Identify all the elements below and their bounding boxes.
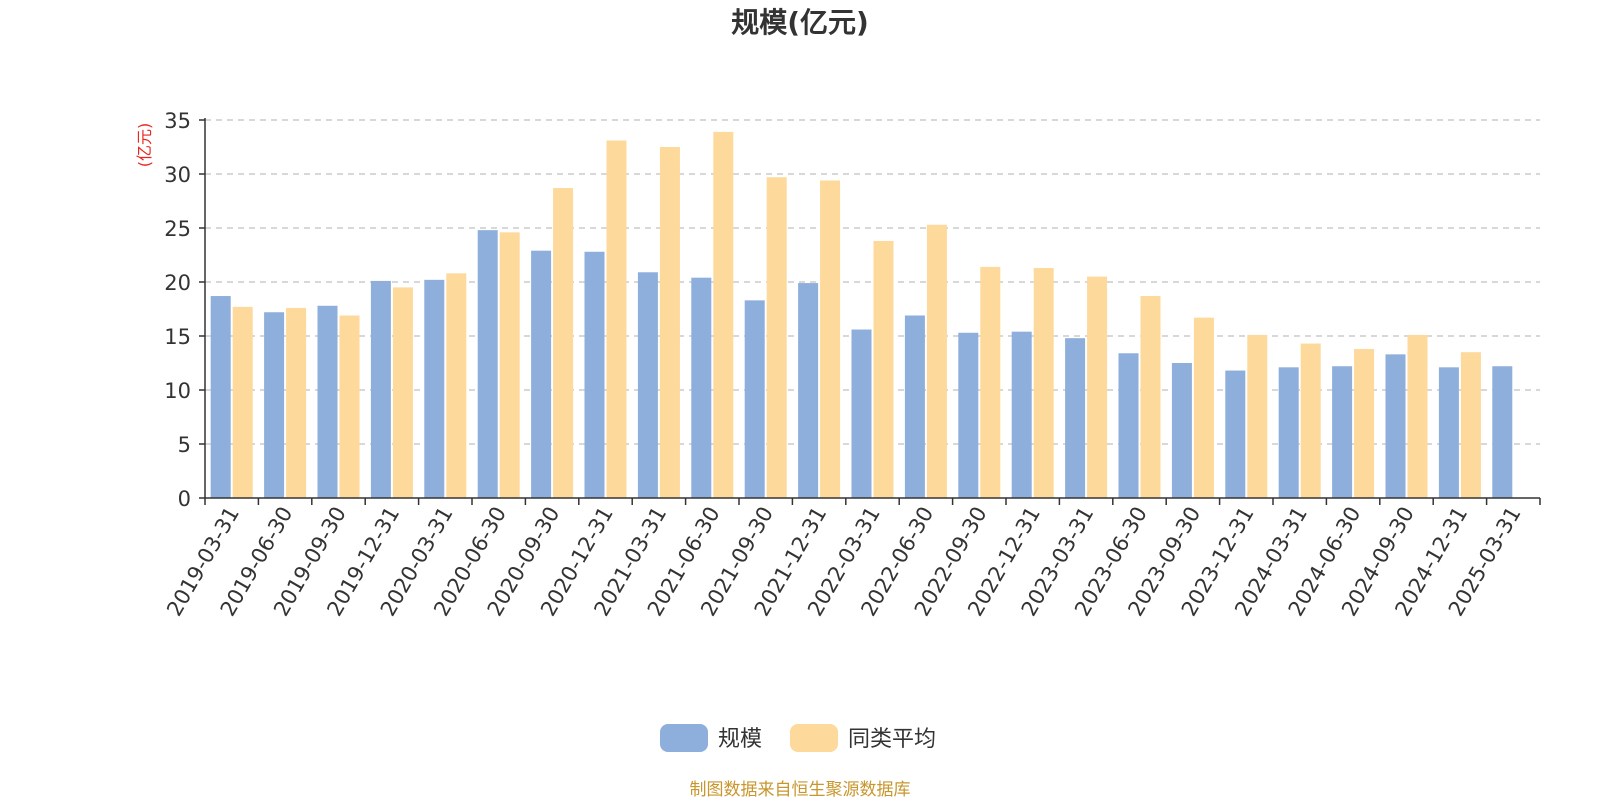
bar-peer-average	[926, 224, 947, 498]
bar-scale	[1385, 354, 1406, 498]
bar-peer-average	[553, 188, 574, 499]
bar-peer-average	[606, 140, 627, 498]
legend-swatch-peer-average[interactable]	[790, 724, 838, 752]
legend-label-scale[interactable]: 规模	[718, 727, 762, 752]
y-tick-label: 10	[164, 379, 191, 403]
bar-peer-average	[1354, 348, 1375, 498]
bar-peer-average	[499, 232, 520, 498]
bar-scale	[904, 315, 925, 498]
bar-scale	[584, 251, 605, 498]
bar-peer-average	[1033, 267, 1054, 498]
y-tick-label: 20	[164, 271, 191, 295]
bar-peer-average	[1247, 334, 1268, 498]
bar-scale	[1278, 367, 1299, 498]
legend[interactable]: 规模 同类平均	[660, 724, 936, 752]
bar-scale	[317, 305, 338, 498]
bar-scale	[1492, 366, 1513, 498]
bar-scale	[1065, 338, 1086, 498]
bar-scale	[1225, 370, 1246, 498]
bar-scale	[637, 272, 658, 498]
chart-title: 规模(亿元)	[731, 6, 869, 39]
legend-label-peer-average[interactable]: 同类平均	[848, 727, 936, 752]
bar-peer-average	[980, 266, 1001, 498]
bar-peer-average	[1193, 317, 1214, 498]
bar-scale	[210, 296, 231, 498]
bar-scale	[1332, 366, 1353, 498]
y-tick-label: 5	[178, 433, 191, 457]
bar-peer-average	[1407, 334, 1428, 498]
bar-scale	[744, 300, 765, 498]
bar-scale	[1011, 331, 1032, 498]
bar-peer-average	[1300, 343, 1321, 498]
bar-scale	[424, 279, 445, 498]
bar-scale	[958, 332, 979, 498]
y-tick-label: 15	[164, 325, 191, 349]
y-tick-label: 35	[164, 109, 191, 133]
bar-peer-average	[766, 177, 787, 499]
bar-peer-average	[1140, 296, 1161, 498]
y-tick-label: 30	[164, 163, 191, 187]
bar-peer-average	[339, 315, 360, 498]
legend-swatch-scale[interactable]	[660, 724, 708, 752]
bar-peer-average	[873, 240, 894, 498]
data-source-note: 制图数据来自恒生聚源数据库	[690, 780, 911, 800]
bar-peer-average	[392, 287, 413, 498]
bar-scale	[1438, 367, 1459, 498]
bar-scale	[691, 277, 712, 498]
bar-peer-average	[820, 180, 841, 499]
bar-peer-average	[1460, 352, 1481, 498]
bar-scale	[264, 312, 285, 498]
bar-scale	[1171, 363, 1192, 498]
bar-peer-average	[446, 273, 467, 498]
y-tick-label: 0	[178, 487, 191, 511]
bar-scale	[851, 329, 872, 498]
bar-peer-average	[1087, 276, 1108, 498]
bar-scale	[531, 250, 552, 498]
bar-peer-average	[659, 147, 680, 498]
bars	[210, 131, 1513, 499]
bar-scale	[798, 283, 819, 498]
y-axis-unit-label: (亿元)	[135, 123, 154, 168]
bar-scale	[370, 280, 391, 498]
bar-scale	[477, 230, 498, 498]
bar-peer-average	[286, 307, 307, 498]
bar-peer-average	[232, 306, 253, 498]
bar-peer-average	[713, 131, 734, 498]
axes: 051015202530352019-03-312019-06-302019-0…	[162, 109, 1541, 620]
bar-scale	[1118, 353, 1139, 498]
y-tick-label: 25	[164, 217, 191, 241]
